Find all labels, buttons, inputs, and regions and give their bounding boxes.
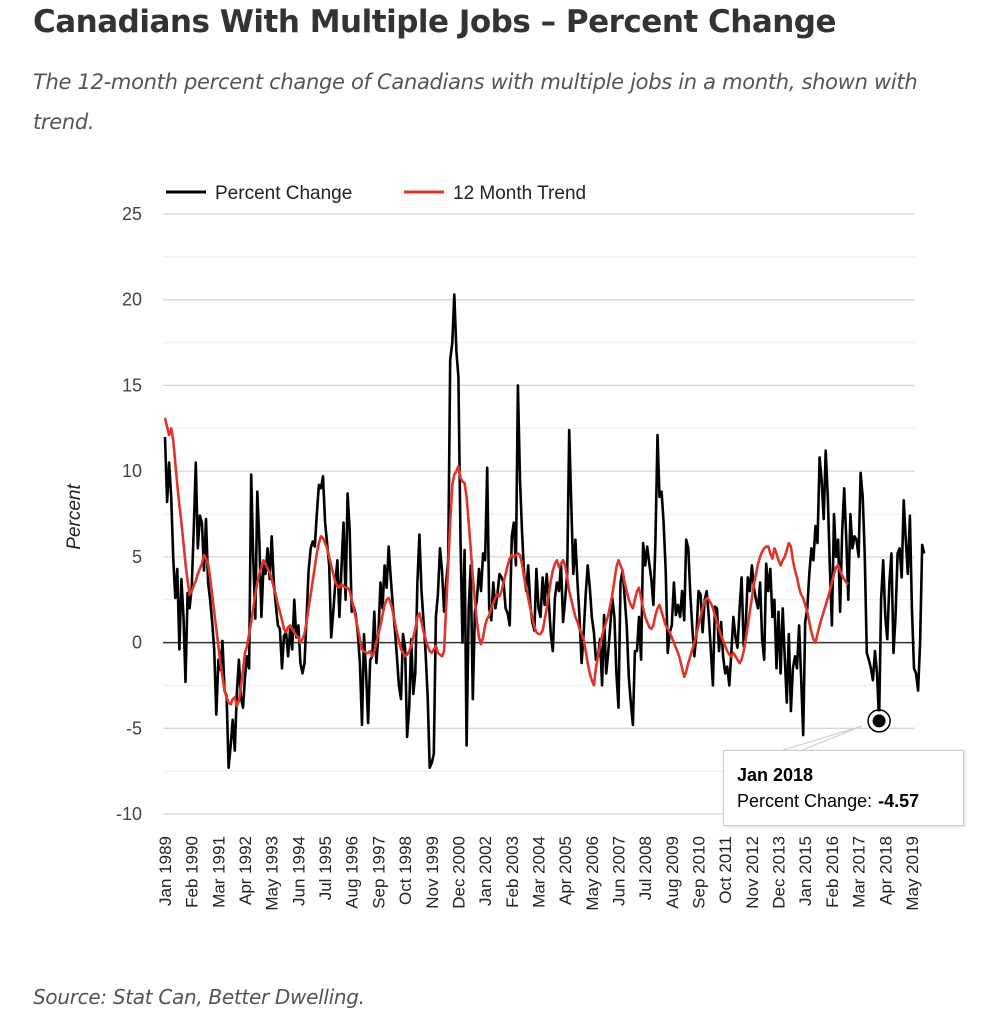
source-note: Source: Stat Can, Better Dwelling.	[33, 985, 365, 1009]
tooltip-date: Jan 2018	[737, 765, 814, 785]
x-tick-label: Apr 1992	[236, 836, 255, 905]
y-tick-label: 5	[132, 547, 142, 567]
tooltip-label: Percent Change:	[737, 791, 873, 811]
legend-item-percent-change[interactable]: Percent Change	[166, 183, 352, 204]
x-tick-label: Mar 2004	[529, 836, 548, 908]
x-tick-label: Oct 1998	[396, 836, 415, 905]
legend-label-percent-change: Percent Change	[215, 183, 352, 204]
x-tick-label: Jun 1994	[289, 836, 308, 906]
x-tick-label: May 1993	[263, 836, 282, 911]
x-tick-label: May 2019	[903, 836, 922, 911]
x-tick-label: Jan 1989	[156, 836, 175, 906]
y-tick-label: -5	[126, 718, 142, 738]
x-tick-label: Feb 2003	[503, 836, 522, 908]
legend: Percent Change 12 Month Trend	[166, 183, 586, 204]
y-tick-label: 0	[132, 633, 142, 653]
x-tick-label: Jul 1995	[316, 836, 335, 900]
hover-point-ring	[867, 709, 891, 733]
x-tick-label: Apr 2005	[556, 836, 575, 905]
x-tick-label: Dec 2013	[770, 836, 789, 909]
x-tick-label: Dec 2000	[449, 836, 468, 909]
legend-label-12-month-trend: 12 Month Trend	[453, 183, 586, 204]
tooltip-pointer	[779, 725, 863, 752]
x-tick-label: Sep 1997	[369, 836, 388, 909]
x-tick-label: Jun 2007	[609, 836, 628, 906]
x-tick-label: Jan 2015	[796, 836, 815, 906]
x-tick-label: Jul 2008	[636, 836, 655, 900]
tooltip-value: -4.57	[878, 791, 920, 811]
x-tick-label: Sep 2010	[690, 836, 709, 909]
x-tick-label: Apr 2018	[876, 836, 895, 905]
y-axis-ticks: -10 -5 0 5 10 15 20 25	[116, 204, 142, 824]
x-tick-label: Feb 1990	[183, 836, 202, 908]
y-tick-label: -10	[116, 804, 142, 824]
hover-point-marker[interactable]	[869, 711, 889, 731]
series-line-percent-change	[163, 293, 926, 769]
x-tick-label: Nov 1999	[423, 836, 442, 909]
y-tick-label: 10	[122, 461, 142, 481]
x-tick-label: Mar 1991	[209, 836, 228, 908]
line-chart: -10 -5 0 5 10 15 20 25 Jan 1989 Feb 1990 Mar 1991…	[64, 183, 926, 911]
x-tick-label: May 2006	[583, 836, 602, 911]
y-tick-label: 20	[122, 290, 142, 310]
page-subtitle: The 12-month percent change of Canadians…	[33, 70, 918, 134]
series-line-12-month-trend	[163, 417, 850, 708]
tooltip: Jan 2018 Percent Change: -4.57	[723, 750, 964, 826]
x-tick-label: Aug 1996	[343, 836, 362, 909]
x-axis-ticks: Jan 1989 Feb 1990 Mar 1991 Apr 1992 May 1993…	[156, 836, 922, 911]
y-tick-label: 25	[122, 204, 142, 224]
x-tick-label: Feb 2016	[823, 836, 842, 908]
x-tick-label: Mar 2017	[850, 836, 869, 908]
x-tick-label: Aug 2009	[663, 836, 682, 909]
x-tick-label: Jan 2002	[476, 836, 495, 906]
x-tick-label: Nov 2012	[743, 836, 762, 909]
x-tick-label: Oct 2011	[716, 836, 735, 904]
y-axis-label: Percent	[64, 484, 85, 550]
tooltip-row: Percent Change: -4.57	[737, 791, 919, 812]
legend-item-12-month-trend[interactable]: 12 Month Trend	[404, 183, 586, 204]
page-title: Canadians With Multiple Jobs – Percent C…	[33, 4, 837, 40]
y-tick-label: 15	[122, 375, 142, 395]
